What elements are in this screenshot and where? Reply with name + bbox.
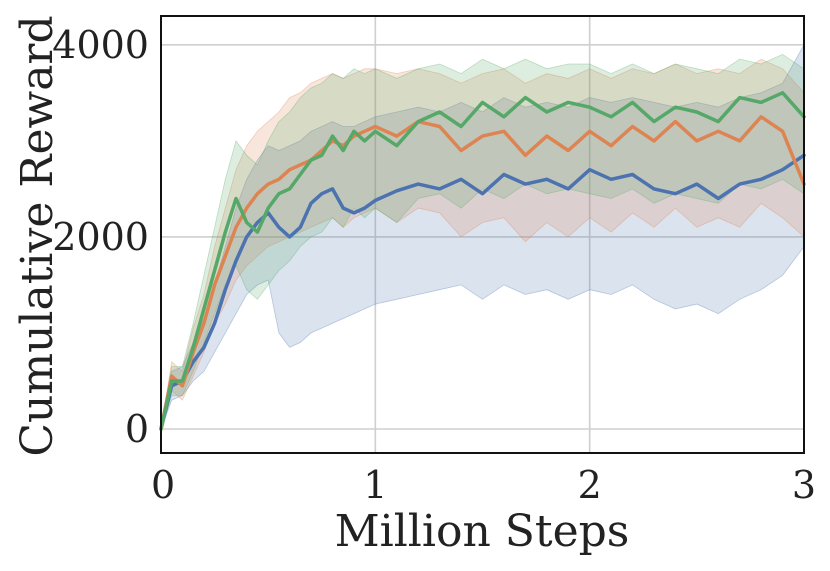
y-axis-title: Cumulative Reward xyxy=(12,15,63,456)
x-tick-label: 1 xyxy=(363,463,387,507)
x-tick-label: 3 xyxy=(792,463,816,507)
y-tick-label: 4000 xyxy=(52,23,149,67)
x-tick-label: 0 xyxy=(151,463,175,507)
series-line-0 xyxy=(159,153,806,431)
series-line-2 xyxy=(159,91,806,431)
x-tick-label: 2 xyxy=(578,463,602,507)
series-lines xyxy=(159,91,806,431)
tick-labels: 0 1 2 3 0 2000 4000 xyxy=(52,23,816,507)
series-line-1 xyxy=(159,115,806,431)
x-axis-title: Million Steps xyxy=(335,506,630,557)
y-tick-label: 0 xyxy=(125,407,149,451)
y-tick-label: 2000 xyxy=(52,215,149,259)
plot-frame xyxy=(160,15,805,454)
